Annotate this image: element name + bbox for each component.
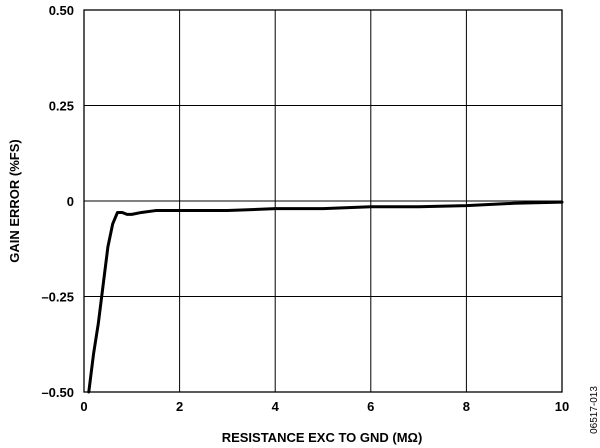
y-tick-label: 0.50 — [49, 3, 74, 18]
y-tick-label: –0.25 — [41, 290, 74, 305]
y-tick-label: 0 — [67, 194, 74, 209]
x-tick-label: 4 — [272, 399, 280, 414]
x-tick-label: 2 — [176, 399, 183, 414]
series-line — [87, 200, 564, 394]
y-tick-label: –0.50 — [41, 385, 74, 400]
grid-lines — [84, 10, 562, 392]
y-tick-labels: 0.50 0.25 0 –0.25 –0.50 — [41, 3, 74, 400]
x-tick-label: 0 — [80, 399, 87, 414]
figure-code: 06517-013 — [589, 386, 600, 434]
y-axis-label: GAIN ERROR (%FS) — [7, 139, 22, 263]
x-tick-label: 10 — [555, 399, 569, 414]
series-lines — [87, 200, 564, 394]
x-tick-labels: 0 2 4 6 8 10 — [80, 399, 569, 414]
x-tick-label: 6 — [367, 399, 374, 414]
x-tick-label: 8 — [463, 399, 470, 414]
y-tick-label: 0.25 — [49, 99, 74, 114]
x-axis-label: RESISTANCE EXC TO GND (MΩ) — [222, 430, 423, 445]
